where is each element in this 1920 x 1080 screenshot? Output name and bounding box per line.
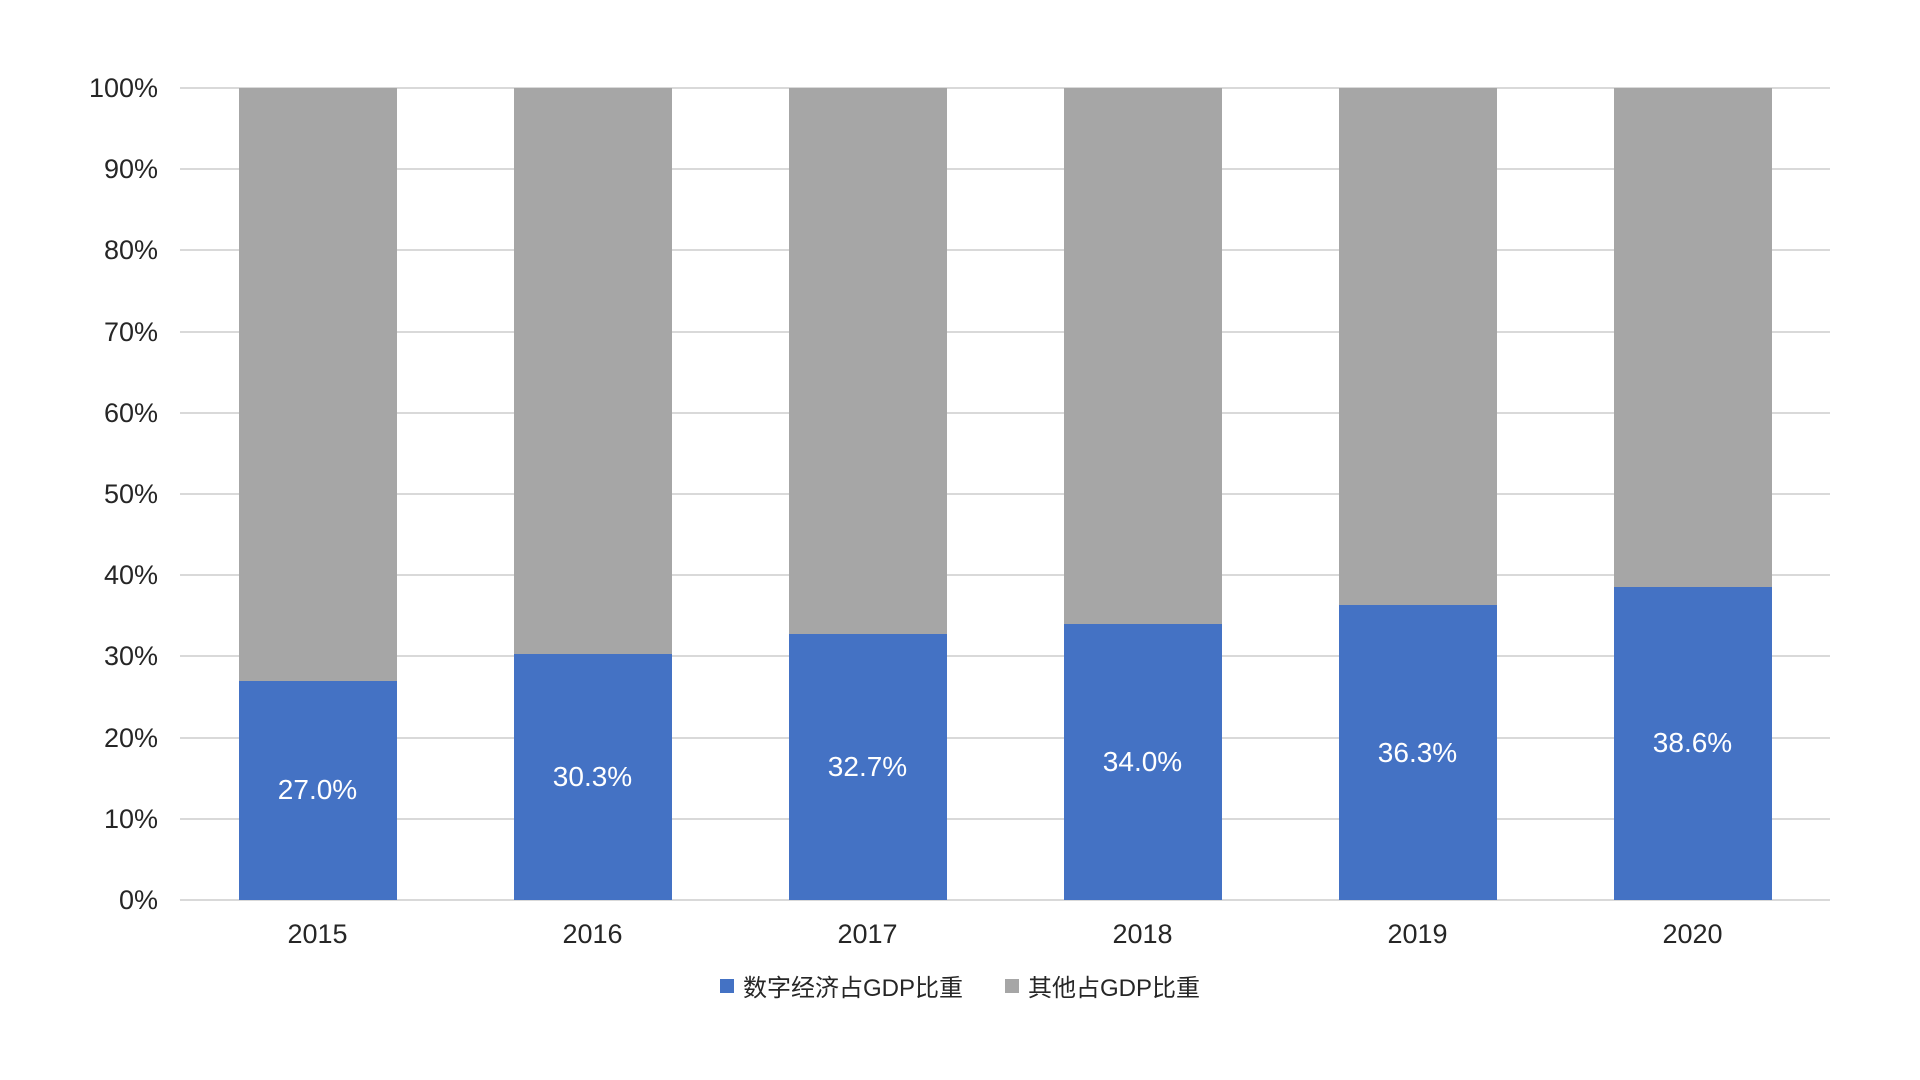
bar-2020-series-0 — [1613, 586, 1772, 900]
bar-2015-series-0 — [238, 680, 397, 900]
plot-area: 27.0% 30.3% 32.7% 34.0% 36.3% 38.6% — [180, 87, 1830, 901]
legend-swatch-1 — [1005, 978, 1019, 993]
gridline-10% — [180, 817, 1830, 820]
y-axis-tick-70%: 70% — [103, 316, 158, 347]
bar-data-label-2015: 27.0% — [277, 774, 358, 806]
bar-2017-series-1 — [788, 88, 947, 635]
bar-2018-series-0 — [1063, 623, 1222, 900]
bar-2019-series-1 — [1338, 88, 1497, 606]
legend-item-0: 数字经济占GDP比重 — [719, 968, 963, 1003]
bar-data-label-2017: 32.7% — [827, 751, 908, 783]
bar-2015-series-1 — [238, 88, 397, 681]
y-axis-tick-100%: 100% — [88, 73, 158, 103]
bar-2016-series-1 — [513, 88, 672, 654]
legend-label-0: 数字经济占GDP比重 — [742, 975, 963, 1002]
bar-2020-series-1 — [1613, 88, 1772, 587]
x-axis-tick-2016: 2016 — [562, 919, 623, 949]
legend-swatch-0 — [719, 978, 734, 993]
y-axis-tick-10%: 10% — [103, 803, 158, 834]
legend-item-1: 其他占GDP比重 — [1005, 968, 1200, 1003]
y-axis-tick-80%: 80% — [103, 235, 158, 266]
y-axis-tick-50%: 50% — [103, 479, 158, 509]
y-axis-tick-30%: 30% — [103, 641, 158, 672]
x-axis-tick-2015: 2015 — [287, 919, 348, 949]
bar-2018-series-1 — [1063, 88, 1222, 624]
gridline-20% — [180, 736, 1830, 739]
gridline-30% — [180, 655, 1830, 658]
chart-legend: 数字经济占GDP比重 其他占GDP比重 — [0, 968, 1920, 1003]
x-axis-tick-2017: 2017 — [837, 919, 898, 949]
gridline-50% — [180, 493, 1830, 495]
x-axis-tick-2018: 2018 — [1112, 919, 1173, 949]
bar-2016-series-0 — [513, 653, 672, 900]
gridline-40% — [180, 574, 1830, 577]
y-axis-tick-40%: 40% — [103, 560, 158, 591]
y-axis-tick-20%: 20% — [103, 722, 158, 753]
gridline-60% — [180, 411, 1830, 414]
legend-label-1: 其他占GDP比重 — [1028, 975, 1201, 1002]
bar-data-label-2019: 36.3% — [1377, 736, 1458, 768]
gridline-90% — [180, 168, 1830, 171]
y-axis-tick-60%: 60% — [103, 397, 158, 428]
bar-2019-series-0 — [1338, 605, 1497, 900]
x-axis-tick-2019: 2019 — [1387, 919, 1448, 949]
bar-data-label-2016: 30.3% — [552, 760, 633, 792]
y-axis-tick-0%: 0% — [118, 885, 158, 915]
gridline-80% — [180, 249, 1830, 252]
x-axis-tick-2020: 2020 — [1662, 919, 1723, 949]
bar-data-label-2018: 34.0% — [1102, 745, 1183, 777]
bar-2017-series-0 — [788, 634, 947, 900]
bar-data-label-2020: 38.6% — [1652, 727, 1733, 759]
gridline-70% — [180, 330, 1830, 333]
gridline-0% — [180, 899, 1830, 901]
gridline-100% — [180, 87, 1830, 89]
y-axis-tick-90%: 90% — [103, 154, 158, 185]
